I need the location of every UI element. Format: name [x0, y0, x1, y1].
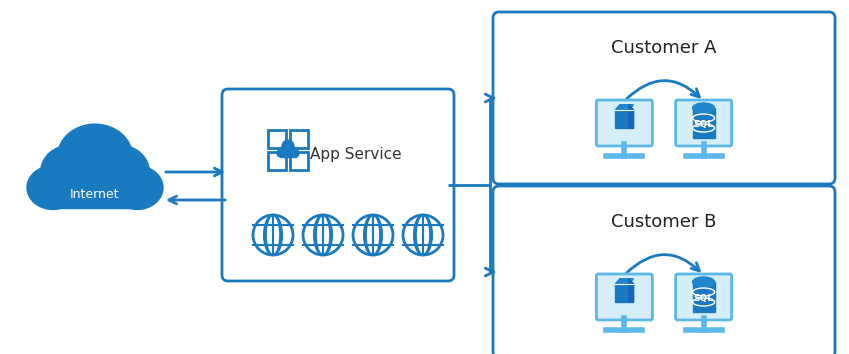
Ellipse shape	[277, 150, 284, 157]
FancyBboxPatch shape	[493, 186, 835, 354]
Text: SQL: SQL	[694, 120, 714, 129]
FancyBboxPatch shape	[616, 110, 633, 128]
FancyBboxPatch shape	[222, 89, 454, 281]
Ellipse shape	[88, 145, 149, 199]
Ellipse shape	[111, 166, 163, 210]
Text: Internet: Internet	[70, 188, 120, 201]
Bar	[290, 152, 308, 170]
FancyBboxPatch shape	[596, 100, 652, 146]
FancyBboxPatch shape	[493, 12, 835, 184]
FancyBboxPatch shape	[676, 100, 732, 146]
Ellipse shape	[693, 103, 715, 113]
Bar	[268, 152, 286, 170]
Bar	[268, 130, 286, 148]
Text: SQL: SQL	[694, 293, 714, 303]
FancyBboxPatch shape	[676, 274, 732, 320]
Ellipse shape	[693, 277, 715, 287]
Text: App Service: App Service	[310, 148, 402, 162]
Bar	[693, 108, 715, 138]
Ellipse shape	[41, 145, 102, 199]
Polygon shape	[629, 279, 633, 302]
Polygon shape	[629, 105, 633, 128]
Ellipse shape	[288, 147, 296, 156]
Text: Customer A: Customer A	[611, 39, 717, 57]
Ellipse shape	[279, 147, 288, 156]
FancyBboxPatch shape	[616, 284, 633, 302]
Ellipse shape	[282, 140, 294, 153]
Polygon shape	[616, 105, 633, 110]
FancyBboxPatch shape	[46, 180, 144, 209]
Ellipse shape	[293, 150, 299, 157]
FancyBboxPatch shape	[596, 274, 652, 320]
Ellipse shape	[58, 124, 132, 189]
Polygon shape	[616, 279, 633, 284]
Ellipse shape	[27, 166, 79, 210]
Bar	[290, 130, 308, 148]
Bar	[693, 282, 715, 312]
Text: Customer B: Customer B	[611, 213, 717, 231]
Bar	[280, 151, 296, 157]
